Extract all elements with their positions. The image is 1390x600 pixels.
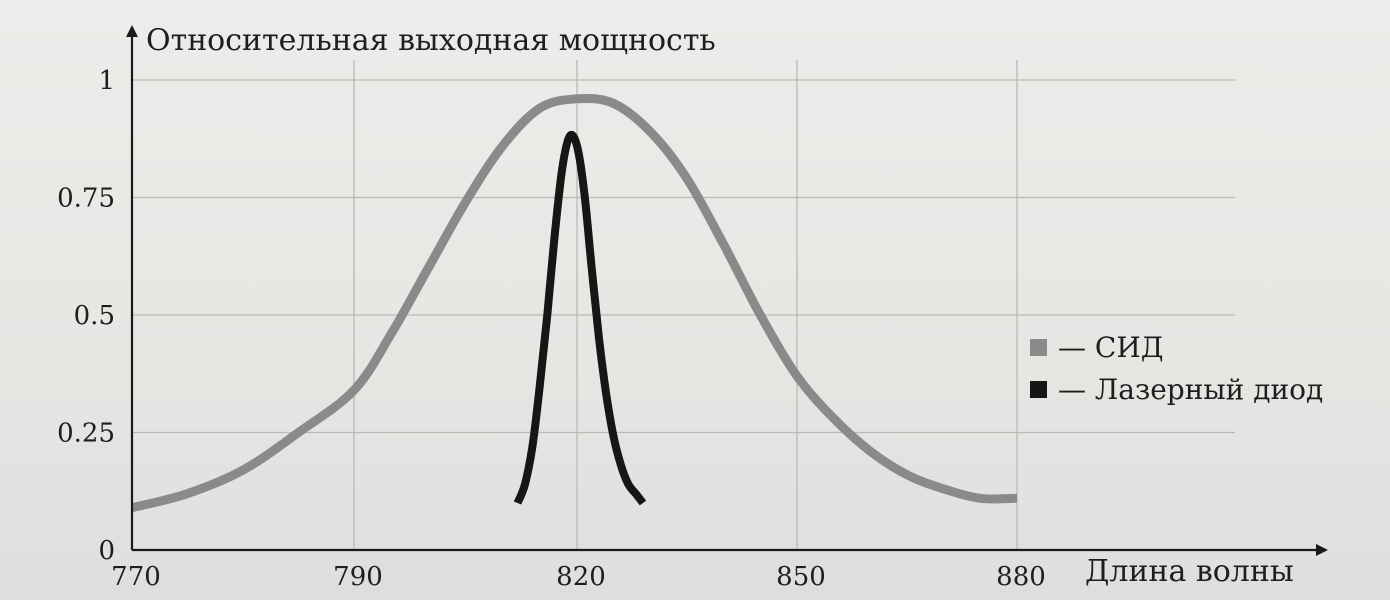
x-tick-label-1: 790 <box>333 562 383 592</box>
legend-swatch-1 <box>1030 381 1047 398</box>
y-tick-label-1: 0.25 <box>57 419 115 449</box>
x-tick-label-0: 770 <box>111 562 161 592</box>
x-tick-label-3: 850 <box>776 562 826 592</box>
legend-label-1: — Лазерный диод <box>1058 373 1323 406</box>
y-axis-title: Относительная выходная мощность <box>146 23 716 58</box>
y-tick-label-4: 1 <box>98 66 115 96</box>
y-tick-label-0: 0 <box>98 536 115 566</box>
legend-swatch-0 <box>1030 339 1047 356</box>
y-tick-label-2: 0.5 <box>74 301 115 331</box>
axes <box>126 25 1328 556</box>
series-line-1 <box>513 130 647 506</box>
series-group <box>130 93 1018 513</box>
tick-labels: 0 0.25 0.5 0.75 1 770 790 820 850 880 <box>57 66 1046 592</box>
x-tick-label-4: 880 <box>996 562 1046 592</box>
series-line-0 <box>130 93 1018 513</box>
x-axis-title: Длина волны <box>1085 554 1294 589</box>
legend-label-0: — СИД <box>1058 331 1164 364</box>
x-tick-label-2: 820 <box>556 562 606 592</box>
y-tick-label-3: 0.75 <box>57 184 115 214</box>
legend: — СИД — Лазерный диод <box>1030 331 1323 406</box>
grid <box>132 60 1235 550</box>
